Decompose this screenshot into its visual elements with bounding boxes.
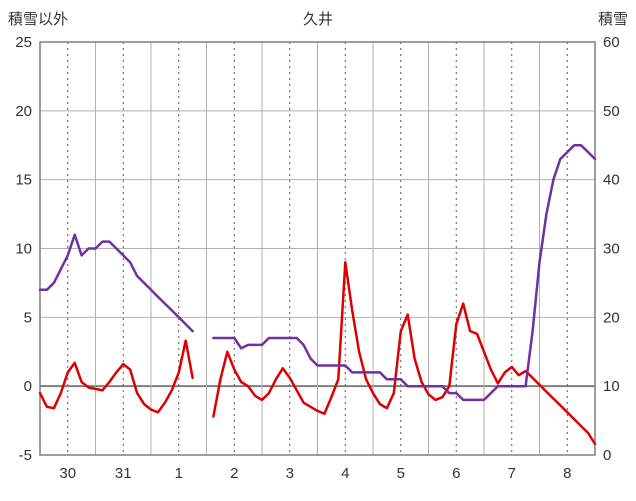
- series-line-snow: [38, 144, 597, 402]
- left-axis-tick-label: 20: [15, 103, 32, 120]
- x-axis-tick-label: 7: [508, 465, 516, 482]
- right-axis-title: 積雪: [597, 11, 628, 28]
- x-axis-tick-label: 6: [452, 465, 460, 482]
- x-axis-tick-label: 30: [59, 465, 76, 482]
- x-axis-tick-label: 3: [286, 465, 294, 482]
- right-axis-tick-label: 40: [603, 172, 620, 189]
- x-axis-tick-label: 5: [397, 465, 405, 482]
- right-axis-tick-label: 20: [603, 309, 620, 326]
- left-axis-tick-label: 15: [15, 172, 32, 189]
- plot-border: [39, 41, 596, 456]
- x-axis-tick-label: 31: [115, 465, 132, 482]
- left-axis-tick-label: 0: [24, 378, 32, 395]
- series-line-temperature: [38, 261, 597, 446]
- left-axis-tick-label: 25: [15, 34, 32, 51]
- chart-header: 積雪以外 久井 積雪: [0, 6, 636, 30]
- left-axis-title: 積雪以外: [8, 11, 69, 28]
- chart-title: 久井: [302, 11, 333, 28]
- left-axis-tick-label: 5: [24, 309, 32, 326]
- left-axis-tick-label: 10: [15, 241, 32, 258]
- x-axis-tick-label: 2: [230, 465, 238, 482]
- x-axis-tick-label: 4: [341, 465, 349, 482]
- right-axis-tick-label: 10: [603, 378, 620, 395]
- right-axis-tick-label: 30: [603, 241, 620, 258]
- right-axis-tick-label: 50: [603, 103, 620, 120]
- right-axis-tick-label: 0: [603, 447, 611, 464]
- x-axis-tick-label: 8: [563, 465, 571, 482]
- x-axis-tick-label: 1: [175, 465, 183, 482]
- left-axis-tick-label: -5: [19, 447, 32, 464]
- right-axis-tick-label: 60: [603, 34, 620, 51]
